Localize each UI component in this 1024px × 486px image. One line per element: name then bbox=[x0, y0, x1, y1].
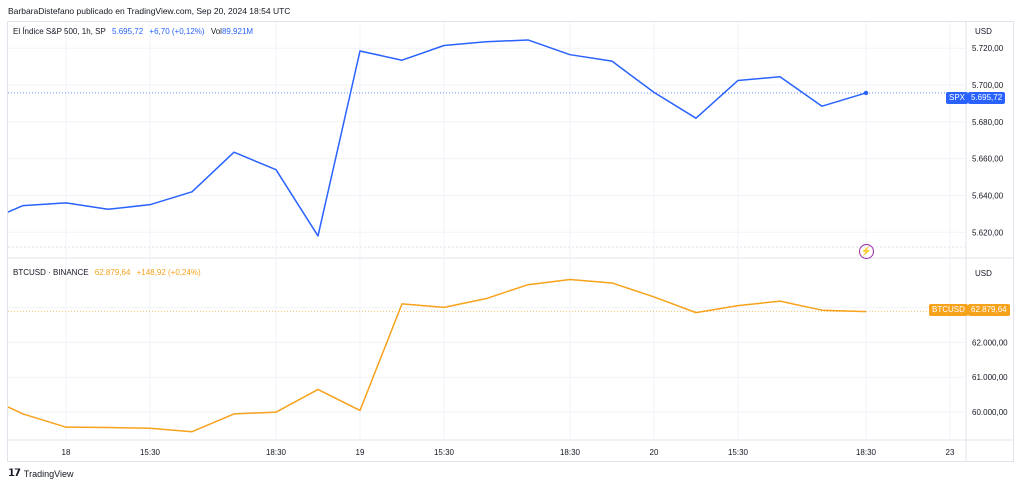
spx-legend-vol-value: 89,921M bbox=[221, 27, 254, 36]
btc-price-tag: 62.879,64 bbox=[968, 304, 1010, 316]
btc-symbol-tag: BTCUSD bbox=[929, 304, 968, 316]
spx-legend-vol-label: Vol bbox=[210, 27, 222, 36]
footer-brand: TradingView bbox=[23, 468, 74, 479]
x-tick-label: 18:30 bbox=[560, 448, 581, 457]
btc-legend-change: +148,92 (+0,24%) bbox=[136, 268, 201, 277]
x-tick-label: 15:30 bbox=[728, 448, 749, 457]
btc-legend-value: 62.879,64 bbox=[94, 268, 131, 277]
y-tick-label: 5.660,00 bbox=[972, 155, 1004, 164]
spx-symbol-tag: SPX bbox=[946, 92, 969, 104]
y-tick-label: 5.720,00 bbox=[972, 44, 1004, 53]
btc-series-line bbox=[7, 278, 867, 433]
btc-legend-name: BTCUSD · BINANCE bbox=[13, 268, 89, 277]
spx-price-tag: 5.695,72 bbox=[968, 92, 1006, 104]
btc-legend: BTCUSD · BINANCE 62.879,64 +148,92 (+0,2… bbox=[13, 268, 205, 277]
spx-legend-value: 5.695,72 bbox=[112, 27, 144, 36]
y-tick-label: 5.700,00 bbox=[972, 81, 1004, 90]
publish-caption: BarbaraDistefano publicado en TradingVie… bbox=[8, 6, 291, 16]
y-tick-label: 62.000,00 bbox=[972, 338, 1008, 347]
x-tick-label: 20 bbox=[650, 448, 659, 457]
x-tick-label: 18:30 bbox=[856, 448, 877, 457]
lightning-icon[interactable]: ⚡ bbox=[859, 244, 874, 259]
spx-last-point-marker bbox=[863, 90, 869, 96]
spx-currency-label[interactable]: USD bbox=[975, 27, 992, 36]
x-tick-label: 15:30 bbox=[434, 448, 455, 457]
chart-frame bbox=[7, 21, 1014, 462]
x-tick-label: 23 bbox=[946, 448, 955, 457]
spx-legend: El Índice S&P 500, 1h, SP 5.695,72 +6,70… bbox=[13, 27, 257, 36]
y-tick-label: 61.000,00 bbox=[972, 373, 1008, 382]
y-tick-label: 5.620,00 bbox=[972, 228, 1004, 237]
x-tick-label: 19 bbox=[356, 448, 365, 457]
spx-series-line bbox=[7, 39, 867, 237]
y-tick-label: 60.000,00 bbox=[972, 408, 1008, 417]
spx-legend-name: El Índice S&P 500, 1h, SP bbox=[13, 27, 106, 36]
footer: 𝟭𝟳 TradingView bbox=[8, 468, 73, 479]
y-tick-label: 5.640,00 bbox=[972, 191, 1004, 200]
btc-currency-label[interactable]: USD bbox=[975, 269, 992, 278]
x-tick-label: 15:30 bbox=[140, 448, 161, 457]
tradingview-logo-icon: 𝟭𝟳 bbox=[8, 468, 21, 479]
spx-legend-change: +6,70 (+0,12%) bbox=[149, 27, 205, 36]
x-tick-label: 18 bbox=[62, 448, 71, 457]
x-tick-label: 18:30 bbox=[266, 448, 287, 457]
y-tick-label: 5.680,00 bbox=[972, 118, 1004, 127]
